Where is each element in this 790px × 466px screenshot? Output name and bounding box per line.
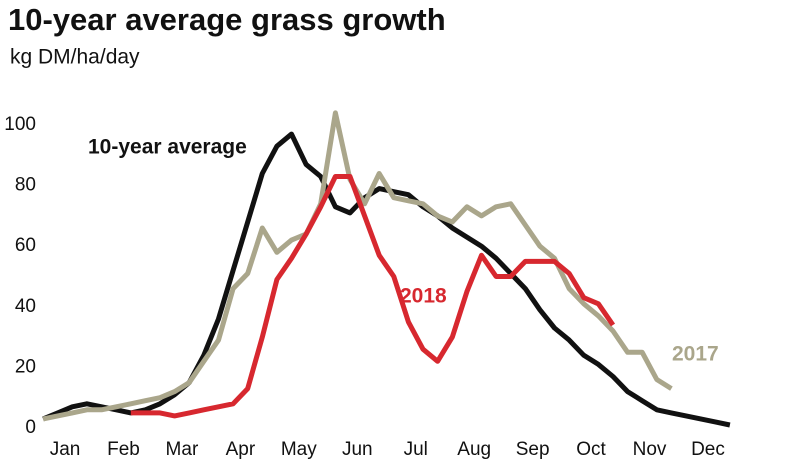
- x-tick-label: Jan: [50, 439, 81, 460]
- y-tick-label: 80: [15, 175, 36, 196]
- x-tick-label: Jul: [404, 439, 428, 460]
- x-tick-label: Nov: [633, 439, 667, 460]
- series-label: 2018: [400, 285, 447, 308]
- x-tick-label: Dec: [691, 439, 725, 460]
- series-line: [42, 131, 731, 428]
- series-label: 2017: [672, 343, 719, 366]
- series-line: [130, 174, 616, 419]
- chart-subtitle: kg DM/ha/day: [10, 46, 140, 69]
- x-tick-label: Apr: [226, 439, 256, 460]
- x-tick-label: May: [281, 439, 317, 460]
- x-tick-label: Sep: [516, 439, 550, 460]
- y-tick-label: 60: [15, 235, 36, 256]
- y-tick-label: 40: [15, 296, 36, 317]
- x-tick-label: Mar: [166, 439, 199, 460]
- chart-title: 10-year average grass growth: [8, 2, 446, 37]
- y-tick-label: 0: [25, 417, 36, 438]
- series-label: 10-year average: [88, 136, 247, 159]
- x-tick-label: Aug: [457, 439, 491, 460]
- x-tick-label: Oct: [576, 439, 606, 460]
- x-tick-label: Feb: [107, 439, 140, 460]
- y-tick-label: 100: [4, 114, 36, 135]
- series-line: [42, 110, 673, 422]
- x-tick-label: Jun: [342, 439, 373, 460]
- y-tick-label: 20: [15, 356, 36, 377]
